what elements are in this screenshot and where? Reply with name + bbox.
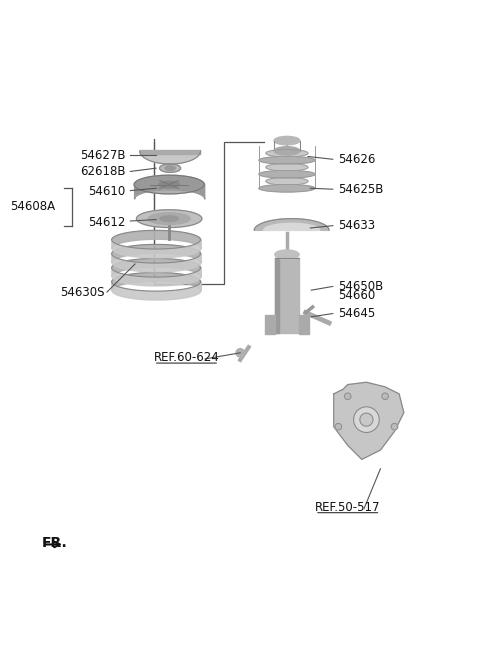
Ellipse shape [266, 177, 308, 185]
Text: REF.60-624: REF.60-624 [154, 351, 219, 364]
Ellipse shape [159, 164, 180, 172]
Ellipse shape [266, 164, 308, 171]
Polygon shape [264, 223, 320, 231]
Text: 54660: 54660 [338, 289, 376, 302]
Polygon shape [254, 219, 329, 231]
Text: REF.50-517: REF.50-517 [315, 501, 381, 514]
Ellipse shape [136, 210, 202, 227]
Ellipse shape [165, 166, 175, 171]
Ellipse shape [259, 156, 315, 164]
Text: FR.: FR. [42, 535, 67, 550]
Ellipse shape [335, 423, 342, 430]
Ellipse shape [160, 216, 179, 221]
Bar [275, 258, 278, 333]
Bar [275, 258, 299, 333]
Ellipse shape [382, 393, 388, 399]
Ellipse shape [259, 171, 315, 178]
Ellipse shape [274, 137, 300, 145]
Ellipse shape [391, 423, 398, 430]
Polygon shape [140, 151, 201, 164]
Ellipse shape [275, 250, 299, 260]
Text: 54626: 54626 [338, 153, 376, 166]
Text: 54645: 54645 [338, 307, 376, 320]
Text: 54612: 54612 [88, 216, 126, 229]
Polygon shape [140, 150, 201, 154]
Ellipse shape [236, 349, 244, 357]
Ellipse shape [159, 181, 180, 188]
Ellipse shape [360, 413, 373, 426]
Ellipse shape [134, 175, 204, 194]
Polygon shape [299, 315, 310, 334]
Ellipse shape [354, 407, 379, 432]
Text: 54633: 54633 [338, 219, 375, 232]
Ellipse shape [259, 185, 315, 192]
Text: 62618B: 62618B [80, 165, 126, 178]
Ellipse shape [266, 150, 308, 157]
Text: 54608A: 54608A [11, 200, 56, 212]
Text: 54650B: 54650B [338, 280, 384, 293]
Polygon shape [334, 382, 404, 459]
Text: 54630S: 54630S [60, 286, 105, 298]
Text: 54610: 54610 [88, 185, 126, 198]
Ellipse shape [274, 147, 300, 155]
Text: 54627B: 54627B [80, 149, 126, 162]
Polygon shape [264, 315, 275, 334]
Ellipse shape [345, 393, 351, 399]
Text: 54625B: 54625B [338, 183, 384, 196]
Ellipse shape [148, 213, 190, 225]
